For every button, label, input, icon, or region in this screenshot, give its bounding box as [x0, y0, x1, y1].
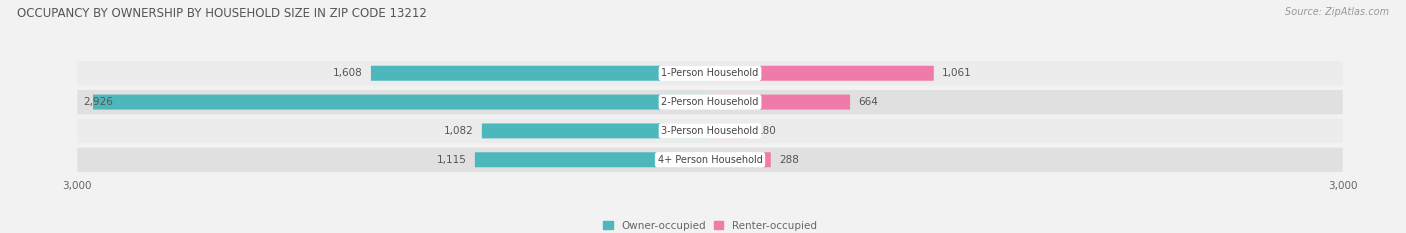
Text: OCCUPANCY BY OWNERSHIP BY HOUSEHOLD SIZE IN ZIP CODE 13212: OCCUPANCY BY OWNERSHIP BY HOUSEHOLD SIZE…	[17, 7, 427, 20]
FancyBboxPatch shape	[710, 66, 934, 81]
Legend: Owner-occupied, Renter-occupied: Owner-occupied, Renter-occupied	[599, 216, 821, 233]
Text: Source: ZipAtlas.com: Source: ZipAtlas.com	[1285, 7, 1389, 17]
Text: 3-Person Household: 3-Person Household	[661, 126, 759, 136]
Text: 664: 664	[859, 97, 879, 107]
FancyBboxPatch shape	[93, 95, 710, 110]
FancyBboxPatch shape	[77, 90, 1343, 114]
FancyBboxPatch shape	[710, 95, 851, 110]
Text: 288: 288	[779, 155, 799, 165]
Text: 4+ Person Household: 4+ Person Household	[658, 155, 762, 165]
Text: 1,608: 1,608	[333, 68, 363, 78]
FancyBboxPatch shape	[77, 61, 1343, 85]
FancyBboxPatch shape	[710, 152, 770, 167]
FancyBboxPatch shape	[77, 119, 1343, 143]
Text: 1,115: 1,115	[437, 155, 467, 165]
Text: 180: 180	[756, 126, 776, 136]
Text: 2,926: 2,926	[84, 97, 114, 107]
FancyBboxPatch shape	[371, 66, 710, 81]
Text: 1,082: 1,082	[444, 126, 474, 136]
FancyBboxPatch shape	[77, 148, 1343, 172]
FancyBboxPatch shape	[475, 152, 710, 167]
FancyBboxPatch shape	[482, 123, 710, 138]
Text: 1,061: 1,061	[942, 68, 972, 78]
Text: 2-Person Household: 2-Person Household	[661, 97, 759, 107]
Text: 1-Person Household: 1-Person Household	[661, 68, 759, 78]
FancyBboxPatch shape	[710, 123, 748, 138]
